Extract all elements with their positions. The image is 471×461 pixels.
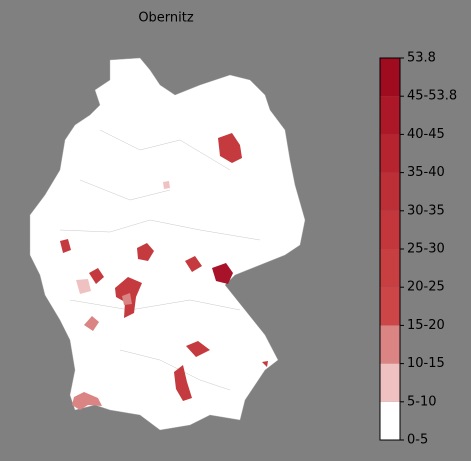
colorbar-segment bbox=[380, 58, 400, 97]
colorbar-segment bbox=[380, 210, 400, 249]
region bbox=[163, 181, 170, 189]
region bbox=[174, 365, 192, 401]
region bbox=[185, 256, 202, 272]
district-borders bbox=[59, 129, 261, 391]
region bbox=[122, 293, 132, 305]
colorbar: 0-5 5-10 10-15 15-20 20-25 25-30 30-35 35-40 40-… bbox=[380, 51, 457, 448]
region bbox=[262, 361, 268, 367]
region bbox=[89, 268, 104, 284]
map-title: Obernitz bbox=[138, 11, 194, 26]
colorbar-label: 40-45 bbox=[407, 127, 445, 142]
region bbox=[84, 316, 99, 331]
region bbox=[76, 279, 91, 294]
colorbar-label: 35-40 bbox=[407, 165, 445, 180]
colorbar-label: 45-53.8 bbox=[407, 89, 457, 104]
region bbox=[212, 263, 233, 284]
colorbar-label: 30-35 bbox=[407, 203, 445, 218]
region bbox=[186, 341, 210, 357]
colorbar-label: 53.8 bbox=[407, 51, 436, 66]
colorbar-label: 20-25 bbox=[407, 280, 445, 295]
germany-map bbox=[29, 57, 306, 431]
colorbar-segment bbox=[380, 401, 400, 440]
colorbar-segment bbox=[380, 287, 400, 326]
colorbar-segment bbox=[380, 249, 400, 288]
colorbar-segment bbox=[380, 325, 400, 364]
colorbar-label: 25-30 bbox=[407, 242, 445, 257]
colorbar-label: 10-15 bbox=[407, 356, 445, 371]
colorbar-label: 15-20 bbox=[407, 318, 445, 333]
colorbar-label: 5-10 bbox=[407, 394, 437, 409]
region bbox=[72, 392, 102, 410]
region bbox=[218, 133, 242, 163]
colorbar-segment bbox=[380, 172, 400, 211]
colorbar-label: 0-5 bbox=[407, 433, 428, 448]
colorbar-frame bbox=[379, 57, 401, 441]
region bbox=[137, 243, 154, 261]
colorbar-segment bbox=[380, 96, 400, 135]
colorbar-segment bbox=[380, 134, 400, 173]
region bbox=[60, 239, 71, 253]
colorbar-segment bbox=[380, 363, 400, 402]
